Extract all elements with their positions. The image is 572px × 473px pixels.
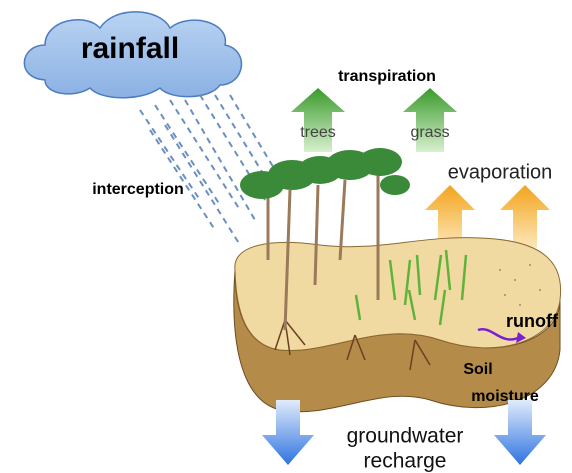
evaporation-arrow [500,185,550,248]
runoff-arrow [477,327,519,341]
groundwater-recharge-label: groundwater [347,425,464,448]
grass-label: grass [410,124,449,141]
evaporation-arrow [425,185,475,248]
trees [240,148,410,331]
evaporation-label: evaporation [448,161,553,183]
soil-moisture-label: Soil [463,361,492,378]
grass [354,249,468,326]
recharge-arrow [494,400,546,465]
trees-label: trees [300,124,336,141]
interception-label: interception [92,181,184,198]
rainfall-label: rainfall [81,32,179,65]
rain [139,94,276,246]
runoff-label: runoff [506,311,559,331]
recharge-arrow [262,400,314,465]
transpiration-label: transpiration [338,68,436,85]
transpiration-arrow [403,88,457,152]
groundwater-recharge-label: recharge [364,450,447,473]
runoff-arrowhead [516,332,526,343]
transpiration-arrow [291,88,345,152]
soil-dots [499,264,541,306]
cloud [23,11,242,99]
